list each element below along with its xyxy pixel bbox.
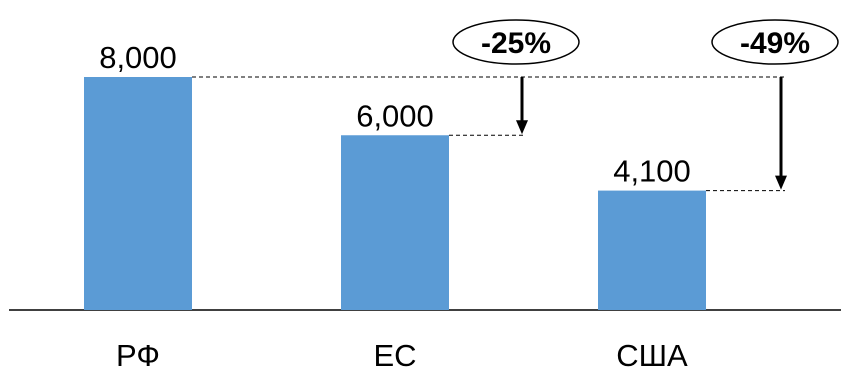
category-label: США xyxy=(616,338,688,369)
bar-ес xyxy=(341,135,449,310)
value-label: 4,100 xyxy=(613,154,691,189)
percent-change-badge xyxy=(711,19,839,65)
percent-change-badge xyxy=(452,19,580,65)
category-label: РФ xyxy=(116,338,160,369)
value-label: 8,000 xyxy=(99,40,177,75)
percent-change-label: -25% xyxy=(481,27,551,60)
bar-сша xyxy=(598,190,706,310)
bar-рф xyxy=(84,77,192,310)
drop-arrow-head xyxy=(516,120,528,135)
percent-change-label: -49% xyxy=(740,27,810,60)
value-label: 6,000 xyxy=(356,98,434,133)
category-label: ЕС xyxy=(373,338,416,369)
drop-arrow-head xyxy=(775,175,787,190)
